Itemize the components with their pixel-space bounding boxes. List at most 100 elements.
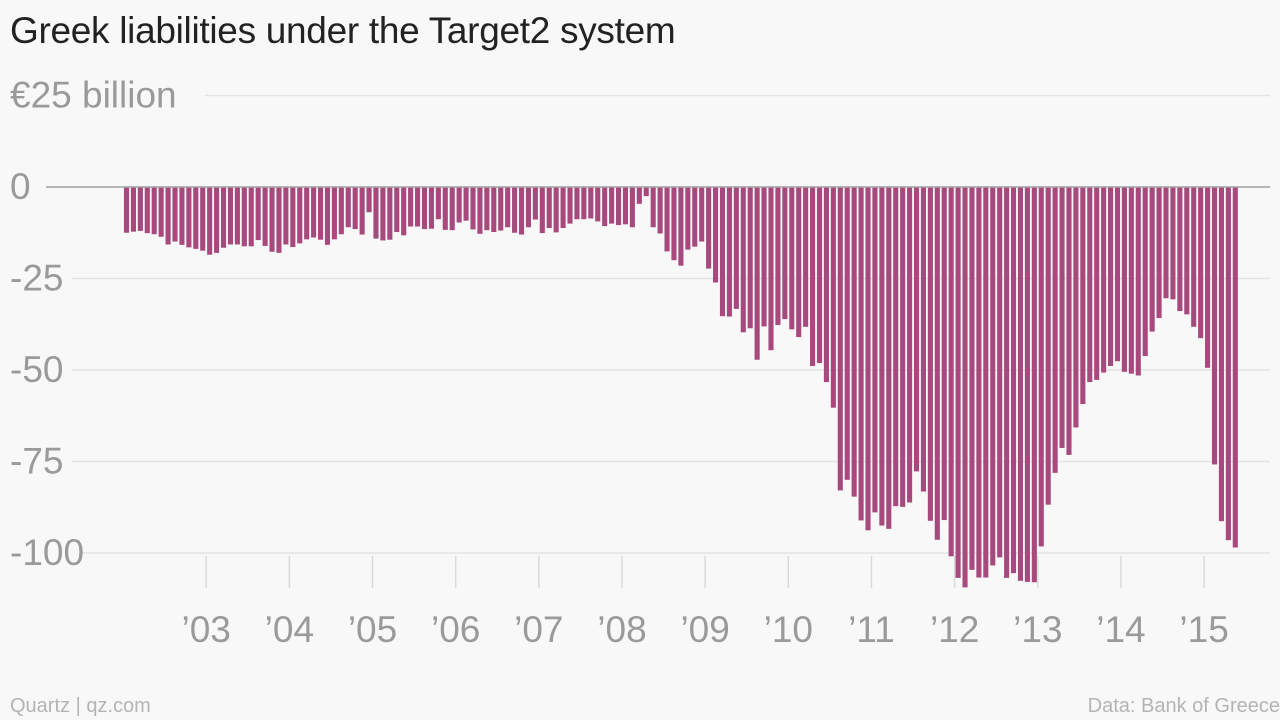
bar [934,187,940,540]
bar [324,187,331,245]
bar [1191,187,1197,327]
bar [290,187,296,248]
bar [1184,187,1190,315]
bar [1121,187,1127,372]
y-tick-label: €25 billion [10,75,177,116]
bar [1059,187,1065,448]
bar [227,187,233,245]
x-tick-label: ’05 [348,609,397,650]
bar [962,187,968,588]
bar [872,187,878,513]
bar [851,187,857,497]
bar [380,187,386,241]
bar [276,187,282,253]
bar [865,187,871,531]
bar [491,187,497,233]
bar [913,187,920,472]
bar [304,187,310,240]
x-tick-label: ’08 [597,609,646,650]
bar [311,187,317,238]
y-tick-label: 0 [10,166,31,207]
bar [207,187,213,255]
x-tick-label: ’11 [848,609,895,650]
bar [1101,187,1107,373]
bar [581,187,587,220]
bar [373,187,379,239]
bar [338,187,344,235]
bar [997,187,1003,558]
bar [401,187,407,236]
bar [671,187,677,261]
bar [643,187,649,197]
bar [137,187,143,231]
bar [664,187,670,252]
bar [1080,187,1086,405]
x-tick-label: ’07 [514,609,563,650]
y-tick-label: -100 [10,532,84,573]
bar [1135,187,1141,376]
bar [615,187,622,226]
bar [830,187,836,408]
bar [214,187,220,253]
bar [442,187,448,230]
bar [726,187,732,317]
bar [505,187,511,228]
bar [893,187,899,507]
x-tick-label: ’14 [1096,609,1145,650]
bar [449,187,455,231]
bar [713,187,719,283]
bar [269,187,275,252]
bar [1052,187,1058,473]
bar [1163,187,1169,299]
bar [816,187,823,364]
bar [976,187,982,578]
bar [421,187,428,230]
x-axis-labels: ’03 ’04 ’05 ’06 ’07 ’08 ’09 ’10 ’11 ’12 ’13 ’14 ’15 [181,609,1228,650]
x-tick-label: ’15 [1179,609,1228,650]
bar [920,187,926,492]
bar [685,187,691,250]
bar [1218,187,1224,522]
x-tick-marks [205,556,1205,588]
bar [463,187,469,221]
bar [553,187,559,233]
bar [768,187,774,351]
bar [234,187,240,245]
bar [1232,187,1238,548]
bar [1038,187,1044,547]
bar [837,187,843,491]
bar [733,187,739,309]
bar [609,187,615,224]
y-tick-label: -50 [10,349,63,390]
bar [518,187,525,235]
bar [512,187,518,233]
bar [761,187,767,327]
bar [796,187,802,338]
chart-title: Greek liabilities under the Target2 syst… [10,10,676,51]
bar [629,187,635,228]
bar [539,187,545,234]
bar [220,187,227,248]
bar [415,187,421,227]
bar [810,187,816,366]
bar [692,187,698,247]
bar [165,187,171,245]
bar [525,187,531,228]
bar [803,187,809,327]
bar [262,187,268,246]
bar [255,187,261,241]
bar [1010,187,1017,574]
bar [1073,187,1079,428]
bar [650,187,656,228]
bar [352,187,358,230]
bar [498,187,504,231]
bar [879,187,885,526]
bar [408,187,414,227]
bar [1031,187,1037,583]
bar [297,187,303,244]
bar [456,187,462,223]
bar [200,187,206,251]
bar [927,187,933,521]
bar [1128,187,1134,374]
bar [823,187,829,383]
